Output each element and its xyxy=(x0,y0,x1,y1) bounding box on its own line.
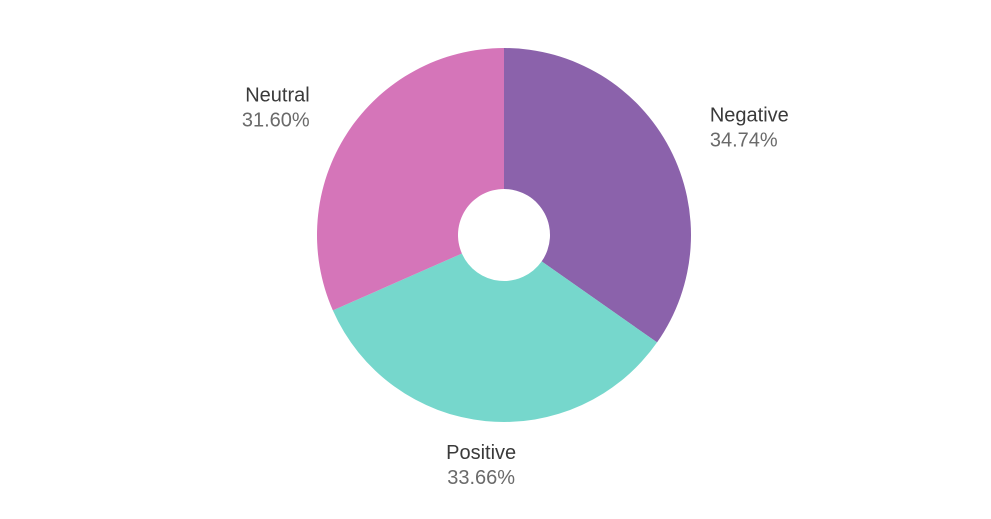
slice-label: Positive xyxy=(446,442,516,464)
slice-label: Neutral xyxy=(245,85,309,107)
slice-value-label: 31.60% xyxy=(242,110,310,132)
donut-slice xyxy=(332,253,658,422)
donut-slice xyxy=(504,48,692,343)
donut-slice xyxy=(317,48,504,311)
slice-label: Negative xyxy=(710,104,789,126)
slice-value-label: 34.74% xyxy=(710,129,778,151)
slice-value-label: 33.66% xyxy=(447,467,515,489)
